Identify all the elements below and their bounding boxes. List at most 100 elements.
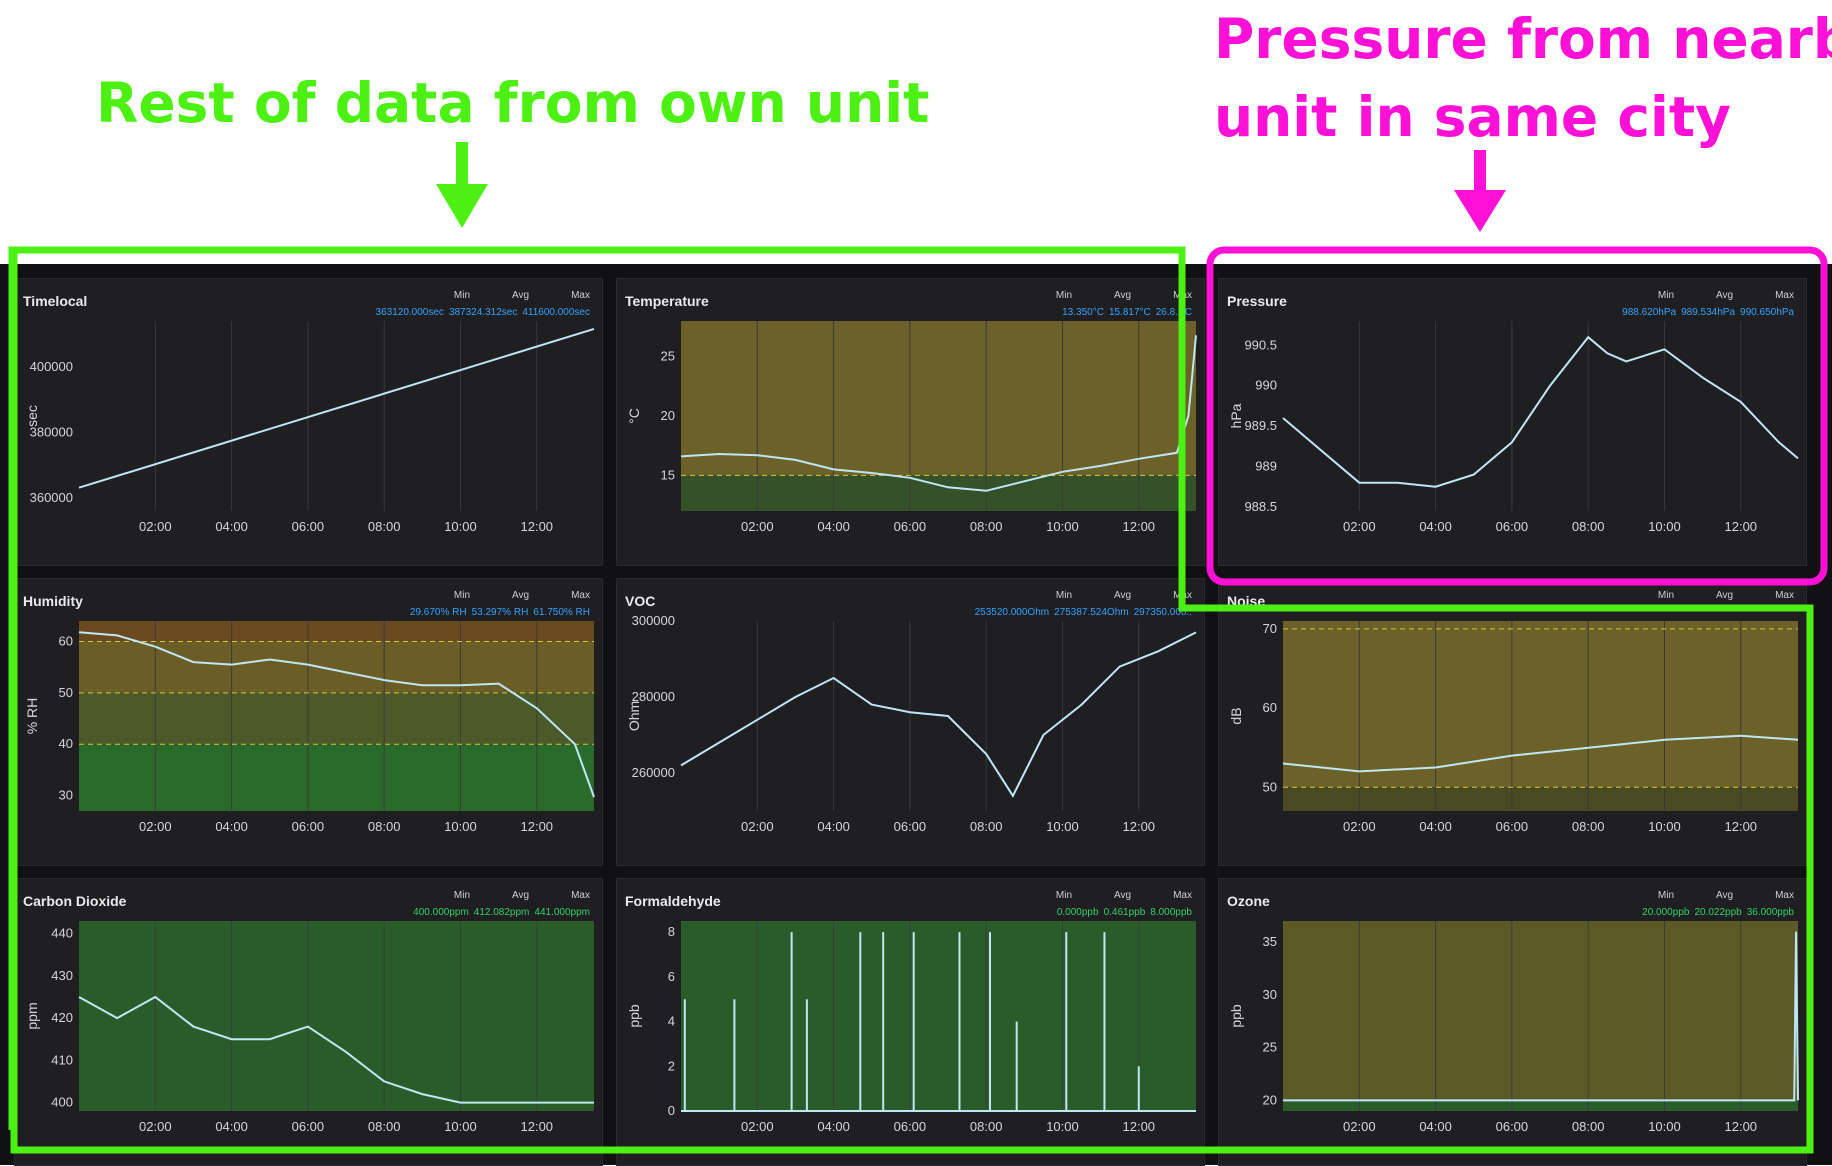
x-tick-label: 02:00 [741,519,774,534]
x-tick-label: 08:00 [368,819,401,834]
series-line [78,327,595,489]
x-tick-label: 02:00 [139,519,172,534]
y-tick-label: 6 [668,969,675,984]
panel-timelocal[interactable]: Timelocal Min Avg Max 363120.000sec 387324.31… [14,278,603,566]
y-tick-label: 300000 [632,613,675,628]
x-tick-label: 08:00 [368,1119,401,1134]
x-tick-label: 10:00 [1046,819,1079,834]
chart-noise[interactable]: 70 60 50 02:00 04:00 06:00 08:00 10:00 12:00 dB [1219,579,1807,866]
x-tick-label: 06:00 [1496,819,1529,834]
y-tick-label: 60 [59,634,73,649]
y-tick-label: 990 [1255,378,1277,393]
y-tick-label: 35 [1263,934,1277,949]
x-tick-label: 12:00 [1123,1119,1156,1134]
y-tick-label: 25 [1263,1040,1277,1055]
x-tick-label: 02:00 [741,819,774,834]
y-tick-label: 2 [668,1058,675,1073]
x-tick-label: 12:00 [1123,519,1156,534]
x-tick-label: 12:00 [521,1119,554,1134]
y-tick-label: 30 [59,788,73,803]
x-tick-label: 04:00 [817,519,850,534]
x-tick-label: 10:00 [1648,1119,1681,1134]
x-tick-label: 08:00 [970,1119,1003,1134]
y-axis-label: ppm [24,1002,40,1029]
y-tick-label: 25 [661,349,675,364]
y-tick-label: 70 [1263,621,1277,636]
chart-pressure[interactable]: 990.5 990 989.5 989 988.5 02:00 04:00 06:00 08:0… [1219,279,1807,566]
x-tick-label: 04:00 [215,519,248,534]
chart-co2[interactable]: 440 430 420 410 400 02:00 04:00 06:00 08:00 10:00… [15,879,603,1166]
x-tick-label: 02:00 [1343,819,1376,834]
chart-temperature[interactable]: 25 20 15 02:00 04:00 06:00 08:00 10:00 12:00 °C [617,279,1205,566]
threshold-band [1283,921,1798,1101]
threshold-band [79,744,594,811]
x-tick-label: 04:00 [215,819,248,834]
panel-humidity[interactable]: Humidity Min Avg Max 29.670% RH 53.297% RH 61.… [14,578,603,866]
x-tick-label: 02:00 [1343,1119,1376,1134]
x-tick-label: 02:00 [139,819,172,834]
panel-co2[interactable]: Carbon Dioxide Min Avg Max 400.000ppm 412.082… [14,878,603,1166]
x-tick-label: 06:00 [894,819,927,834]
x-tick-label: 06:00 [894,519,927,534]
x-tick-label: 04:00 [1419,1119,1452,1134]
threshold-band [79,692,594,745]
y-tick-label: 400 [51,1095,73,1110]
panel-temperature[interactable]: Temperature Min Avg Max 13.350°C 15.817°C 26.8… [616,278,1205,566]
y-axis-label: dB [1228,707,1244,724]
x-tick-label: 04:00 [215,1119,248,1134]
x-tick-label: 10:00 [1046,519,1079,534]
x-tick-label: 08:00 [1572,819,1605,834]
x-tick-label: 06:00 [1496,519,1529,534]
chart-formaldehyde[interactable]: 8 6 4 2 0 02:00 04:00 06:00 08:00 10:00 12:00 ppb [617,879,1205,1166]
x-tick-label: 04:00 [1419,519,1452,534]
x-tick-label: 06:00 [292,819,325,834]
y-tick-label: 988.5 [1244,499,1277,514]
panel-noise[interactable]: Noise Min Avg Max 70 60 50 02:00 04:00 06:00 08:00… [1218,578,1807,866]
y-tick-label: 440 [51,926,73,941]
y-tick-label: 8 [668,924,675,939]
y-tick-label: 989 [1255,459,1277,474]
panel-pressure[interactable]: Pressure Min Avg Max 988.620hPa 989.534hPa 990… [1218,278,1807,566]
chart-humidity[interactable]: 60 50 40 30 02:00 04:00 06:00 08:00 10:00 12:00 % … [15,579,603,866]
y-tick-label: 360000 [30,490,73,505]
y-axis-label: sec [24,405,40,427]
chart-ozone[interactable]: 35 30 25 20 02:00 04:00 06:00 08:00 10:00 12:00 pp… [1219,879,1807,1166]
x-tick-label: 12:00 [1725,519,1758,534]
x-tick-label: 08:00 [970,819,1003,834]
x-tick-label: 08:00 [1572,519,1605,534]
y-tick-label: 989.5 [1244,418,1277,433]
threshold-band [1283,1100,1798,1111]
y-tick-label: 60 [1263,700,1277,715]
y-axis-label: ppb [626,1004,642,1028]
x-tick-label: 04:00 [817,1119,850,1134]
y-tick-label: 20 [1263,1092,1277,1107]
nearby-unit-annotation-line1: Pressure from nearby [1214,7,1832,71]
y-axis-label: °C [626,408,642,424]
y-tick-label: 15 [661,467,675,482]
y-axis-label: Ohm [626,701,642,731]
x-tick-label: 02:00 [741,1119,774,1134]
panel-ozone[interactable]: Ozone Min Avg Max 20.000ppb 20.022ppb 36.000pp… [1218,878,1807,1166]
panel-formaldehyde[interactable]: Formaldehyde Min Avg Max 0.000ppb 0.461ppb 8.0… [616,878,1205,1166]
panel-voc[interactable]: VOC Min Avg Max 253520.000Ohm 275387.524Ohm 29… [616,578,1205,866]
x-tick-label: 12:00 [1123,819,1156,834]
x-tick-label: 08:00 [1572,1119,1605,1134]
threshold-band [681,475,1196,511]
x-tick-label: 02:00 [139,1119,172,1134]
x-tick-label: 06:00 [292,1119,325,1134]
x-tick-label: 08:00 [368,519,401,534]
x-tick-label: 08:00 [970,519,1003,534]
series-line [1282,335,1799,488]
x-tick-label: 12:00 [521,819,554,834]
own-unit-annotation: Rest of data from own unit [96,71,930,135]
threshold-band [681,921,1196,1111]
x-tick-label: 10:00 [1046,1119,1079,1134]
pink-arrow-icon [1454,150,1506,232]
x-tick-label: 04:00 [817,819,850,834]
x-tick-label: 10:00 [1648,819,1681,834]
x-tick-label: 06:00 [894,1119,927,1134]
dashboard: Timelocal Min Avg Max 363120.000sec 387324.31… [0,264,1832,1166]
threshold-band [79,641,594,693]
